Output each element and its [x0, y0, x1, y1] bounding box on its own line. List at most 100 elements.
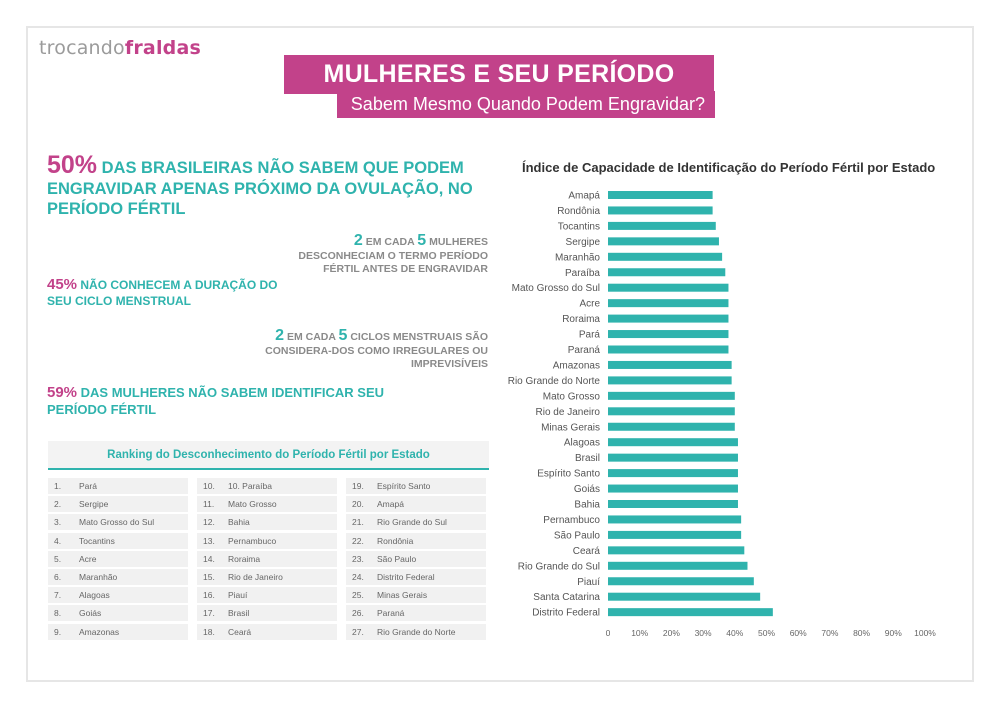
bar — [608, 221, 716, 230]
ranking-state: Roraima — [228, 553, 261, 564]
ranking-position: 17. — [203, 608, 215, 619]
ranking-position: 20. — [352, 499, 364, 510]
ranking-position: 4. — [54, 535, 62, 546]
bar — [608, 561, 748, 570]
bar — [608, 469, 738, 478]
x-tick-label: 0 — [606, 628, 611, 638]
ranking-row: 4. Tocantins — [48, 532, 188, 549]
bar — [608, 206, 713, 215]
ranking-row: 10. 10. Paraíba — [197, 478, 337, 494]
ranking-row: 9. Amazonas — [48, 623, 188, 640]
x-tick-label: 50% — [758, 628, 775, 638]
ranking-state: Maranhão — [79, 571, 118, 582]
ranking-row: 26. Paraná — [346, 605, 486, 622]
ranking-state: Amazonas — [79, 626, 120, 637]
ranking-state: Minas Gerais — [377, 590, 428, 601]
x-tick-label: 40% — [726, 628, 743, 638]
ranking-position: 26. — [352, 608, 364, 619]
ranking-row: 16. Piauí — [197, 587, 337, 604]
ranking-position: 21. — [352, 517, 364, 528]
x-tick-label: 100% — [914, 628, 936, 638]
stat-2-of-5-women: 2 EM CADA 5 MULHERES DESCONHECIAM O TERM… — [290, 231, 488, 275]
bar — [608, 314, 729, 323]
ranking-state: Rio Grande do Sul — [377, 517, 447, 528]
ranking-position: 12. — [203, 517, 215, 528]
ranking-position: 7. — [54, 590, 62, 601]
category-label: Rio Grande do Norte — [508, 376, 601, 387]
category-label: Amapá — [568, 191, 600, 202]
category-label: Sergipe — [566, 237, 601, 248]
category-label: Paraíba — [565, 268, 600, 279]
bar-chart: Amapá Rondônia Tocantins Sergipe Maranhão Par… — [508, 191, 937, 639]
bar — [608, 422, 735, 431]
bar — [608, 500, 738, 508]
x-tick-label: 70% — [821, 628, 838, 638]
category-label: Rio Grande do Sul — [518, 561, 600, 572]
stat-3-text: NÃO CONHECEM A DURAÇÃO DO SEU CICLO MENS… — [47, 278, 278, 308]
category-label: Bahia — [574, 500, 600, 511]
category-label: Espírito Santo — [537, 469, 600, 480]
logo-part-1: trocando — [39, 37, 125, 59]
stat-2-text: MULHERES DESCONHECIAM O TERMO PERÍODO FÉ… — [298, 236, 488, 275]
ranking-row: 8. Goiás — [48, 605, 188, 622]
bar — [608, 345, 729, 354]
page-title: MULHERES E SEU PERÍODO FÉRTIL — [284, 55, 714, 127]
stat-2-b: 5 — [417, 232, 427, 249]
bar — [608, 268, 726, 277]
bar — [608, 484, 738, 493]
ranking-state: Tocantins — [79, 535, 115, 546]
ranking-row: 22. Rondônia — [346, 532, 486, 549]
ranking-row: 14. Roraima — [197, 550, 337, 567]
ranking-state: Sergipe — [79, 499, 109, 510]
category-label: Brasil — [575, 453, 600, 464]
ranking-position: 14. — [203, 553, 215, 564]
ranking-position: 10. — [203, 481, 215, 491]
ranking-position: 11. — [203, 499, 215, 510]
category-label: Tocantins — [558, 221, 600, 232]
ranking-state: Brasil — [228, 608, 250, 619]
ranking-position: 16. — [203, 590, 215, 601]
bar — [608, 252, 723, 261]
category-label: Alagoas — [564, 438, 600, 449]
stat-5-text: DAS MULHERES NÃO SABEM IDENTIFICAR SEU P… — [47, 385, 385, 417]
stat-4-b: 5 — [338, 327, 348, 344]
ranking-state: Rio Grande do Norte — [377, 626, 456, 637]
ranking-position: 24. — [352, 571, 364, 582]
ranking-state: Rondônia — [377, 535, 414, 546]
ranking-state: Paraná — [377, 608, 405, 619]
ranking-row: 19. Espírito Santo — [346, 478, 486, 494]
stat-1-text: DAS BRASILEIRAS NÃO SABEM QUE PODEM ENGR… — [47, 159, 473, 218]
ranking-row: 6. Maranhão — [48, 568, 188, 585]
bar — [608, 453, 738, 462]
ranking-column-3: 19. Espírito Santo 20. Amapá 21. Rio Grande d… — [346, 478, 486, 642]
x-tick-label: 30% — [695, 628, 712, 638]
ranking-position: 27. — [352, 626, 364, 637]
category-label: Distrito Federal — [532, 608, 600, 619]
ranking-position: 2. — [54, 499, 62, 510]
ranking-state: Ceará — [228, 626, 252, 637]
ranking-state: Acre — [79, 553, 97, 564]
ranking-column-2: 10. 10. Paraíba 11. Mato Grosso 12. Bahia 13. P… — [197, 478, 337, 642]
category-label: Acre — [579, 299, 600, 310]
page-frame — [26, 26, 974, 682]
ranking-row: 27. Rio Grande do Norte — [346, 623, 486, 640]
bar — [608, 577, 754, 586]
stat-3-number: 45% — [47, 276, 78, 293]
category-label: Roraima — [562, 314, 600, 325]
ranking-state: Goiás — [79, 608, 102, 619]
ranking-position: 13. — [203, 535, 215, 546]
ranking-position: 22. — [352, 535, 364, 546]
ranking-row: 25. Minas Gerais — [346, 587, 486, 604]
page-subtitle: Sabem Mesmo Quando Podem Engravidar? — [337, 91, 715, 118]
ranking-position: 25. — [352, 590, 364, 601]
ranking-position: 3. — [54, 517, 62, 528]
category-label: Maranhão — [555, 252, 600, 263]
ranking-column-1: 1. Pará 2. Sergipe 3. Mato Grosso do Sul 4. Toc… — [48, 478, 188, 642]
ranking-row: 11. Mato Grosso — [197, 496, 337, 513]
bar — [608, 283, 729, 292]
ranking-position: 19. — [352, 481, 364, 491]
ranking-row: 15. Rio de Janeiro — [197, 568, 337, 585]
ranking-state: Alagoas — [79, 590, 110, 601]
category-label: Pernambuco — [543, 515, 600, 526]
category-label: Goiás — [574, 484, 600, 495]
